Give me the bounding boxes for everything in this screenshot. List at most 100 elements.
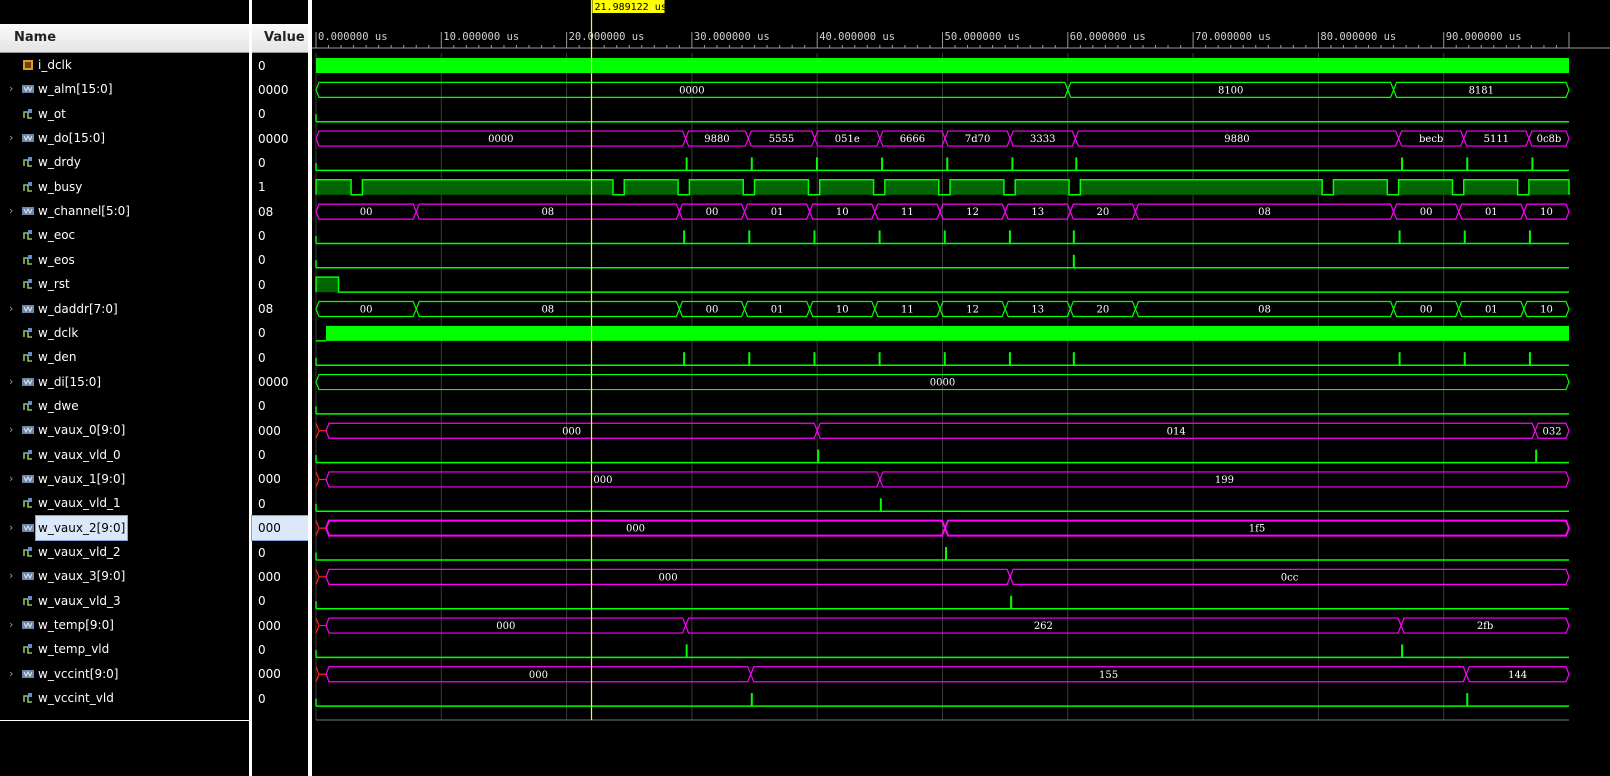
signal-row-w-dclk[interactable]: w_dclk <box>0 321 249 345</box>
signal-value: 0 <box>258 253 266 268</box>
bus-segment <box>1528 130 1570 147</box>
bus-value-label: 032 <box>1543 426 1562 437</box>
bus-value-label: 10 <box>1540 207 1553 218</box>
bus-value-label: 000 <box>496 621 515 632</box>
pulse-mark <box>1008 352 1011 366</box>
waveform-w-do: 0000 9880 5555 051e 6666 7d70 3333 9880 becb 5111… <box>315 130 1570 147</box>
expand-chevron-icon[interactable]: › <box>9 569 14 583</box>
signal-row-w-vaux-vld-3[interactable]: w_vaux_vld_3 <box>0 589 249 613</box>
pulse-mark <box>685 157 688 171</box>
signal-value: 08 <box>258 302 274 316</box>
bus-segment <box>879 471 1570 488</box>
waveform-w-vaux-vld-3 <box>315 595 1569 610</box>
level-trace <box>315 276 1569 293</box>
wire-signal-icon <box>23 352 32 362</box>
waveform-canvas[interactable]: 0.000000 us 10.000000 us 20.000000 us 30.00… <box>312 0 1610 776</box>
pulse-mark <box>946 157 949 171</box>
bus-segment <box>1534 422 1570 439</box>
signal-row-w-vaux-1[interactable]: › w_vaux_1[9:0] <box>0 467 249 491</box>
signal-name: w_rst <box>38 277 70 292</box>
wire-signal-icon <box>23 547 32 557</box>
signal-row-w-temp-vld[interactable]: w_temp_vld <box>0 637 249 661</box>
expand-chevron-icon[interactable]: › <box>9 131 14 145</box>
signal-value: 0 <box>258 496 266 511</box>
name-column-header[interactable]: Name <box>0 24 249 53</box>
bus-value-label: 000 <box>659 572 678 583</box>
signal-value: 0 <box>258 642 266 657</box>
signal-row-w-vaux-vld-1[interactable]: w_vaux_vld_1 <box>0 491 249 515</box>
signal-row-w-vaux-vld-2[interactable]: w_vaux_vld_2 <box>0 540 249 564</box>
signal-row-w-vccint-vld[interactable]: w_vccint_vld <box>0 686 249 710</box>
bus-value-label: 01 <box>1485 305 1498 316</box>
signal-row-w-di[interactable]: › w_di[15:0] <box>0 370 249 394</box>
signal-row-w-vaux-vld-0[interactable]: w_vaux_vld_0 <box>0 443 249 467</box>
signal-row-w-eoc[interactable]: w_eoc <box>0 223 249 247</box>
pulse-mark <box>1011 157 1014 171</box>
waveform-w-vaux-1: 000 199 <box>315 471 1570 488</box>
ruler-tick-label: 40.000000 us <box>819 31 895 43</box>
bus-value-label: 000 <box>593 475 612 486</box>
bus-value-label: 000 <box>529 670 548 681</box>
signal-row-w-channel[interactable]: › w_channel[5:0] <box>0 199 249 223</box>
value-column-header[interactable]: Value <box>252 24 308 53</box>
pulse-mark <box>1401 644 1404 658</box>
signal-value: 000 <box>258 667 281 682</box>
bus-value-label: 08 <box>541 207 554 218</box>
signal-value: 0 <box>258 155 266 170</box>
expand-chevron-icon[interactable]: › <box>9 301 14 315</box>
signal-row-w-busy[interactable]: w_busy <box>0 175 249 199</box>
bus-value-label: 155 <box>1099 670 1118 681</box>
wire-signal-icon <box>23 254 32 265</box>
signal-row-w-alm[interactable]: › w_alm[15:0] <box>0 77 249 101</box>
signal-row-w-rst[interactable]: w_rst <box>0 272 249 296</box>
wave-splitter[interactable] <box>308 0 312 776</box>
signal-row-w-vaux-2[interactable]: › w_vaux_2[9:0] <box>0 514 249 541</box>
bus-signal-icon <box>22 207 34 216</box>
waveform-w-dwe <box>315 406 1569 415</box>
signal-row-w-den[interactable]: w_den <box>0 345 249 369</box>
signal-name: w_vaux_1[9:0] <box>38 471 126 486</box>
pulse-mark <box>748 230 751 244</box>
pane-splitter[interactable] <box>249 0 252 776</box>
bus-value-label: 1f5 <box>1249 524 1265 535</box>
signal-value: 000 <box>258 472 281 487</box>
bus-value-label: 08 <box>541 305 554 316</box>
wire-signal-icon <box>23 108 32 119</box>
signal-value: 0 <box>258 228 266 243</box>
signal-name: w_eoc <box>38 228 76 243</box>
expand-chevron-icon[interactable]: › <box>9 520 14 534</box>
bus-value-label: 00 <box>1420 305 1433 316</box>
expand-chevron-icon[interactable]: › <box>9 666 14 680</box>
bus-signal-icon <box>22 426 34 435</box>
signal-row-w-ot[interactable]: w_ot <box>0 102 249 126</box>
signal-row-i-dclk[interactable]: i_dclk <box>0 53 249 77</box>
pulse-mark <box>683 230 686 244</box>
expand-chevron-icon[interactable]: › <box>9 82 14 96</box>
signal-row-w-drdy[interactable]: w_drdy <box>0 150 249 174</box>
signal-row-w-do[interactable]: › w_do[15:0] <box>0 126 249 150</box>
signal-row-w-vccint[interactable]: › w_vccint[9:0] <box>0 662 249 686</box>
signal-value-pane: Value 0 0000 0 0000 0 1 08 0 0 0 08 0 0 0000 0 000 0 000 0… <box>251 0 309 776</box>
signal-value: 0000 <box>258 131 289 146</box>
expand-chevron-icon[interactable]: › <box>9 374 14 388</box>
signal-row-w-vaux-3[interactable]: › w_vaux_3[9:0] <box>0 564 249 588</box>
waveform-w-eoc <box>315 230 1569 245</box>
pulse-mark <box>945 547 948 560</box>
bus-signal-icon <box>22 474 34 483</box>
signal-name: i_dclk <box>38 58 72 72</box>
expand-chevron-icon[interactable]: › <box>9 471 14 485</box>
pulse-mark <box>1072 352 1075 366</box>
bus-value-label: 262 <box>1034 621 1053 632</box>
pulse-mark <box>1463 230 1466 244</box>
expand-chevron-icon[interactable]: › <box>9 423 14 437</box>
waveform-w-vaux-vld-1 <box>315 498 1569 513</box>
signal-row-w-eos[interactable]: w_eos <box>0 248 249 272</box>
signal-row-w-vaux-0[interactable]: › w_vaux_0[9:0] <box>0 418 249 442</box>
signal-row-w-daddr[interactable]: › w_daddr[7:0] <box>0 297 249 321</box>
expand-chevron-icon[interactable]: › <box>9 618 14 632</box>
waveform-w-ot <box>315 114 1569 123</box>
expand-chevron-icon[interactable]: › <box>9 204 14 218</box>
signal-row-w-temp[interactable]: › w_temp[9:0] <box>0 613 249 637</box>
signal-value: 0 <box>258 545 266 560</box>
signal-row-w-dwe[interactable]: w_dwe <box>0 394 249 418</box>
